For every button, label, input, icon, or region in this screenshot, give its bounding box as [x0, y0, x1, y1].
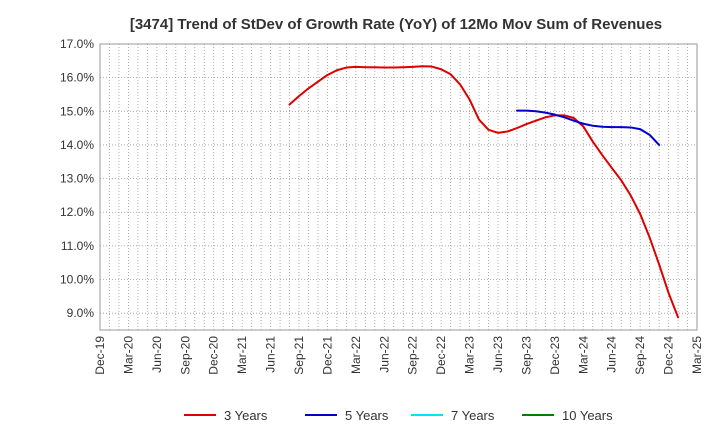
- y-tick-label: 16.0%: [60, 71, 94, 85]
- series-line-3-years: [288, 65, 680, 319]
- y-tick-label: 12.0%: [60, 205, 94, 219]
- x-tick-label: Sep-22: [406, 336, 420, 375]
- series-line-5-years: [515, 109, 661, 146]
- x-axis-ticks: Dec-19 Mar-20 Jun-20 Sep-20 Dec-20 Mar-21 Jun-…: [93, 336, 704, 375]
- legend-label-3-years: 3 Years: [224, 408, 268, 423]
- x-tick-label: Mar-21: [235, 336, 249, 374]
- x-tick-label: Mar-23: [463, 336, 477, 374]
- x-tick-label: Dec-19: [93, 336, 107, 375]
- x-tick-label: Jun-20: [150, 336, 164, 373]
- y-tick-label: 17.0%: [60, 37, 94, 51]
- y-tick-label: 15.0%: [60, 104, 94, 118]
- x-tick-label: Dec-21: [320, 336, 334, 375]
- x-tick-label: Dec-24: [662, 336, 676, 375]
- y-tick-label: 10.0%: [60, 273, 94, 287]
- x-tick-label: Sep-21: [292, 336, 306, 375]
- x-tick-label: Mar-25: [690, 336, 704, 374]
- series-lines: [288, 65, 680, 319]
- x-tick-label: Dec-22: [434, 336, 448, 375]
- x-tick-label: Dec-20: [207, 336, 221, 375]
- grid: [100, 43, 697, 330]
- x-tick-label: Jun-24: [605, 336, 619, 373]
- x-tick-label: Jun-23: [491, 336, 505, 373]
- chart-title: [3474] Trend of StDev of Growth Rate (Yo…: [130, 16, 662, 33]
- x-tick-label: Mar-20: [121, 336, 135, 374]
- y-tick-label: 14.0%: [60, 138, 94, 152]
- legend-label-5-years: 5 Years: [345, 408, 389, 423]
- x-tick-label: Sep-20: [178, 336, 192, 375]
- y-tick-label: 11.0%: [61, 239, 94, 253]
- legend-label-7-years: 7 Years: [451, 408, 495, 423]
- x-tick-label: Mar-24: [576, 336, 590, 374]
- y-axis-ticks: 9.0% 10.0% 11.0% 12.0% 13.0% 14.0% 15.0% 16.0% 1…: [60, 37, 94, 320]
- y-tick-label: 9.0%: [67, 306, 95, 320]
- x-tick-label: Sep-24: [633, 336, 647, 375]
- plot-area: [99, 43, 698, 331]
- legend: 3 Years 5 Years 7 Years 10 Years: [184, 408, 613, 423]
- x-tick-label: Jun-22: [377, 336, 391, 373]
- x-tick-label: Jun-21: [264, 336, 278, 373]
- legend-label-10-years: 10 Years: [562, 408, 613, 423]
- x-tick-label: Sep-23: [519, 336, 533, 375]
- x-tick-label: Mar-22: [349, 336, 363, 374]
- x-tick-label: Dec-23: [548, 336, 562, 375]
- y-tick-label: 13.0%: [60, 172, 94, 186]
